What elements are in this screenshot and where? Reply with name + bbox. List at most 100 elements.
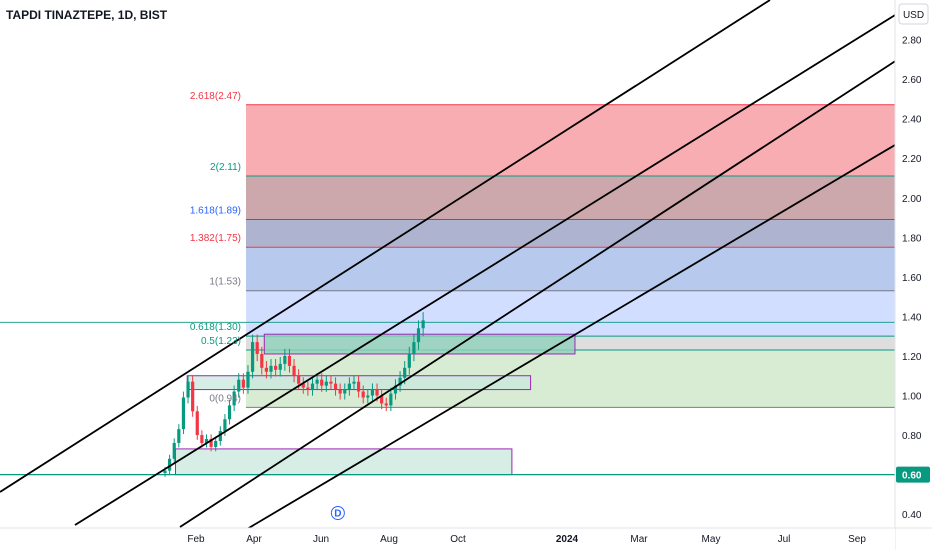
candle-body [301,383,305,388]
candle-body [403,367,407,378]
candle-body [361,391,365,398]
dividend-marker-icon [330,506,345,520]
candle-body [393,385,398,394]
price-tick-label: 2.00 [902,194,922,205]
time-tick-label: Jul [778,534,791,545]
fib-band [246,219,895,248]
time-tick-label: Feb [187,534,205,545]
candle-body [416,328,421,343]
time-axis-bg [0,528,895,550]
fib-labels: 2.618(2.47) 2(2.11) 1.618(1.89) 1.382(1.75)… [190,91,345,520]
price-axis: USD 2.80 2.60 2.40 2.20 2.00 1.80 1.60 1.40 1.20 1… [894,0,932,550]
candle-body [218,431,222,441]
time-tick-label: 2024 [556,534,579,545]
candle-body [269,365,273,372]
time-tick-label: Apr [246,534,262,545]
candle-body [343,389,347,394]
price-tick-label: 2.20 [902,154,922,165]
candle-body [200,435,204,443]
fib-label: 1(1.53) [209,277,241,288]
candle-body [177,429,181,443]
candle-body [412,342,416,354]
candle-body [181,397,186,430]
price-tick-label: 2.60 [902,75,922,86]
price-tick-label: 0.80 [902,431,922,442]
time-axis: Feb Apr Jun Aug Oct 2024 Mar May Jul Sep [0,527,932,550]
fib-band [246,290,895,337]
candle-body [370,389,375,396]
dividend-marker-label: D [334,509,341,520]
candle-body [352,381,356,384]
candle-body [191,381,195,412]
candle-body [421,320,425,329]
candle-body [320,379,324,386]
candle-body [333,383,338,390]
candle-body [366,395,370,398]
channel-line [179,57,901,528]
last-price-tag [896,466,930,483]
candle-body [255,342,259,354]
candle-body [278,363,282,370]
candle-body [223,419,227,432]
currency-button [898,3,929,25]
candle-body [292,365,296,376]
price-tick-label: 1.40 [902,312,922,323]
candle-body [389,393,393,406]
fib-label: 0.5(1.23) [201,336,241,347]
fib-label: 2(2.11) [210,162,241,173]
channel-line [74,11,901,526]
candle-body [380,395,384,404]
candle-body [241,379,245,388]
fib-label: 0(0.94) [209,393,241,404]
candle-body [338,389,342,394]
candle-body [237,379,241,392]
candle-body [163,470,167,474]
candles [163,312,425,477]
fib-retracement [246,104,895,408]
price-tick-label: 1.00 [902,392,922,403]
time-tick-label: Aug [380,534,398,545]
fib-label: 2.618(2.47) [190,91,241,102]
candle-body [287,355,292,366]
horizontal-lines [0,321,895,476]
currency-label: USD [903,10,924,21]
price-zone [175,448,513,476]
last-price-label: 0.60 [902,471,922,482]
fib-label: 1.382(1.75) [190,233,241,244]
price-tick-label: 1.60 [902,273,922,284]
time-tick-label: May [702,534,721,545]
fib-band [246,247,895,291]
candle-body [398,377,402,386]
fib-label: 0.618(1.30) [190,322,241,333]
candle-body [227,405,232,420]
candle-body [195,411,199,436]
candle-body [204,439,209,443]
time-tick-label: Oct [450,534,466,545]
candle-body [260,353,264,368]
candle-body [384,403,388,406]
time-tick-label: Mar [630,534,648,545]
price-tick-label: 1.20 [902,352,922,363]
price-tick-label: 0.40 [902,510,922,521]
candle-body [407,353,411,368]
candle-body [347,383,351,390]
fib-band [246,104,895,176]
candle-body [232,391,236,406]
fib-label: 1.618(1.89) [190,206,241,217]
candle-body [297,375,301,384]
fib-band [246,176,895,220]
chart-title: TAPDI TINAZTEPE, 1D, BIST [6,8,168,22]
candle-body [324,381,328,386]
candle-body [375,389,379,396]
price-tick-label: 1.80 [902,233,922,244]
candle-body [356,381,361,392]
parallel-channel [0,0,901,549]
price-tick-label: 2.40 [902,115,922,126]
candle-body [283,355,287,364]
candle-body [250,342,255,372]
channel-line [214,144,896,549]
time-tick-label: Sep [848,534,866,545]
candle-body [310,383,315,390]
candle-body [264,367,269,372]
